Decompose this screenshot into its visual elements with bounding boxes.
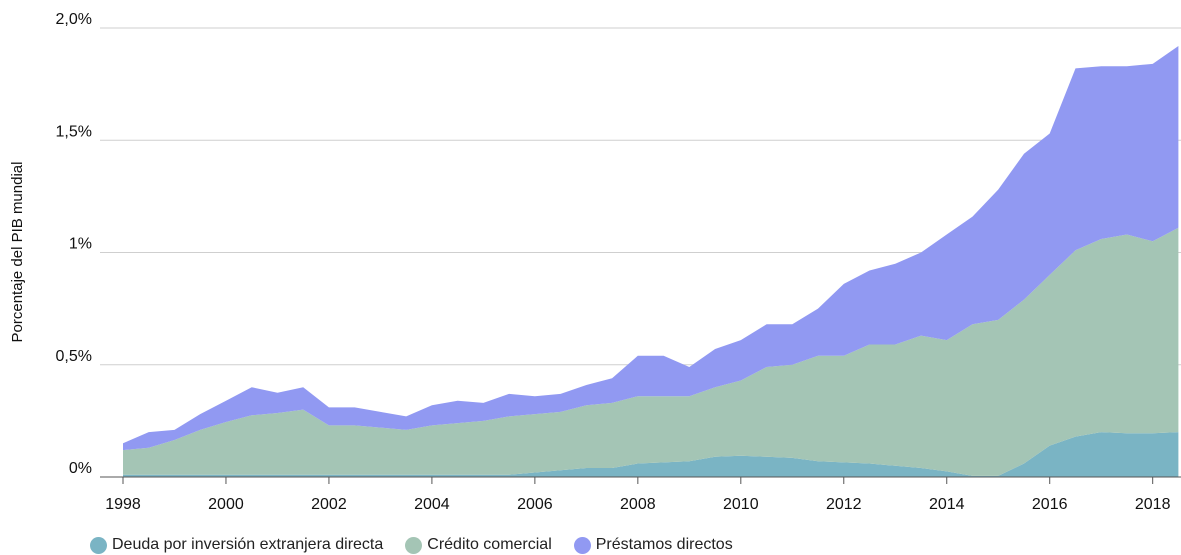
x-tick-label: 2014 bbox=[929, 496, 965, 513]
x-tick-label: 1998 bbox=[105, 496, 141, 513]
y-tick-label: 0% bbox=[69, 460, 92, 477]
x-tick-label: 2012 bbox=[826, 496, 862, 513]
x-tick-label: 2000 bbox=[208, 496, 244, 513]
x-tick-label: 2018 bbox=[1135, 496, 1171, 513]
chart: Porcentaje del PIB mundial 0% 0,5% 1% 1,5% 2… bbox=[9, 11, 1181, 513]
x-tick-label: 2002 bbox=[311, 496, 347, 513]
x-tick-label: 2008 bbox=[620, 496, 656, 513]
x-tick-label: 2006 bbox=[517, 496, 553, 513]
y-tick-label: 0,5% bbox=[56, 348, 92, 365]
x-tick-label: 2016 bbox=[1032, 496, 1068, 513]
area bbox=[123, 227, 1179, 476]
area bbox=[123, 432, 1179, 477]
legend: Deuda por inversión extranjera directa Cr… bbox=[90, 536, 733, 554]
legend-label: Deuda por inversión extranjera directa bbox=[112, 536, 384, 553]
x-tick-label: 2004 bbox=[414, 496, 450, 513]
legend-swatch bbox=[573, 536, 591, 554]
area bbox=[123, 46, 1179, 451]
x-tick-label: 2010 bbox=[723, 496, 759, 513]
y-axis-label: Porcentaje del PIB mundial bbox=[9, 162, 26, 343]
axes: 0% 0,5% 1% 1,5% 2,0% 1998 2000 2002 2004 2006 2008… bbox=[56, 11, 1181, 513]
y-tick-label: 1% bbox=[69, 236, 92, 253]
legend-item: Crédito comercial bbox=[405, 536, 552, 554]
legend-label: Crédito comercial bbox=[427, 536, 552, 553]
legend-item: Préstamos directos bbox=[573, 536, 733, 554]
y-tick-label: 1,5% bbox=[56, 123, 92, 140]
y-tick-label: 2,0% bbox=[56, 11, 92, 28]
areas bbox=[123, 46, 1179, 477]
legend-swatch bbox=[405, 536, 423, 554]
legend-label: Préstamos directos bbox=[595, 536, 733, 553]
legend-swatch bbox=[90, 536, 107, 554]
legend-item: Deuda por inversión extranjera directa bbox=[90, 536, 383, 554]
